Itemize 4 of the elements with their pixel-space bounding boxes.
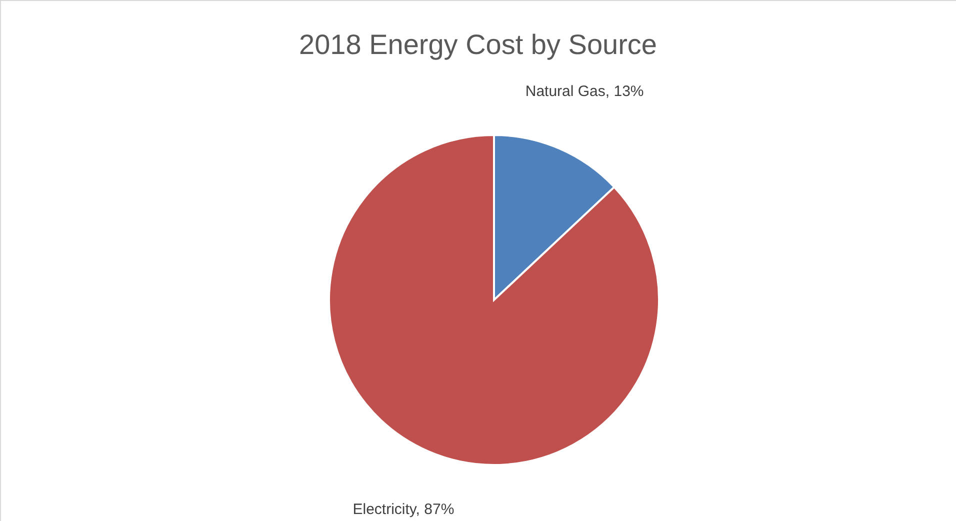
- slice-label: Electricity, 87%: [352, 501, 454, 518]
- slice-label: Natural Gas, 13%: [525, 82, 644, 100]
- pie-slice: [328, 134, 660, 466]
- chart-title: 2018 Energy Cost by Source: [299, 29, 657, 60]
